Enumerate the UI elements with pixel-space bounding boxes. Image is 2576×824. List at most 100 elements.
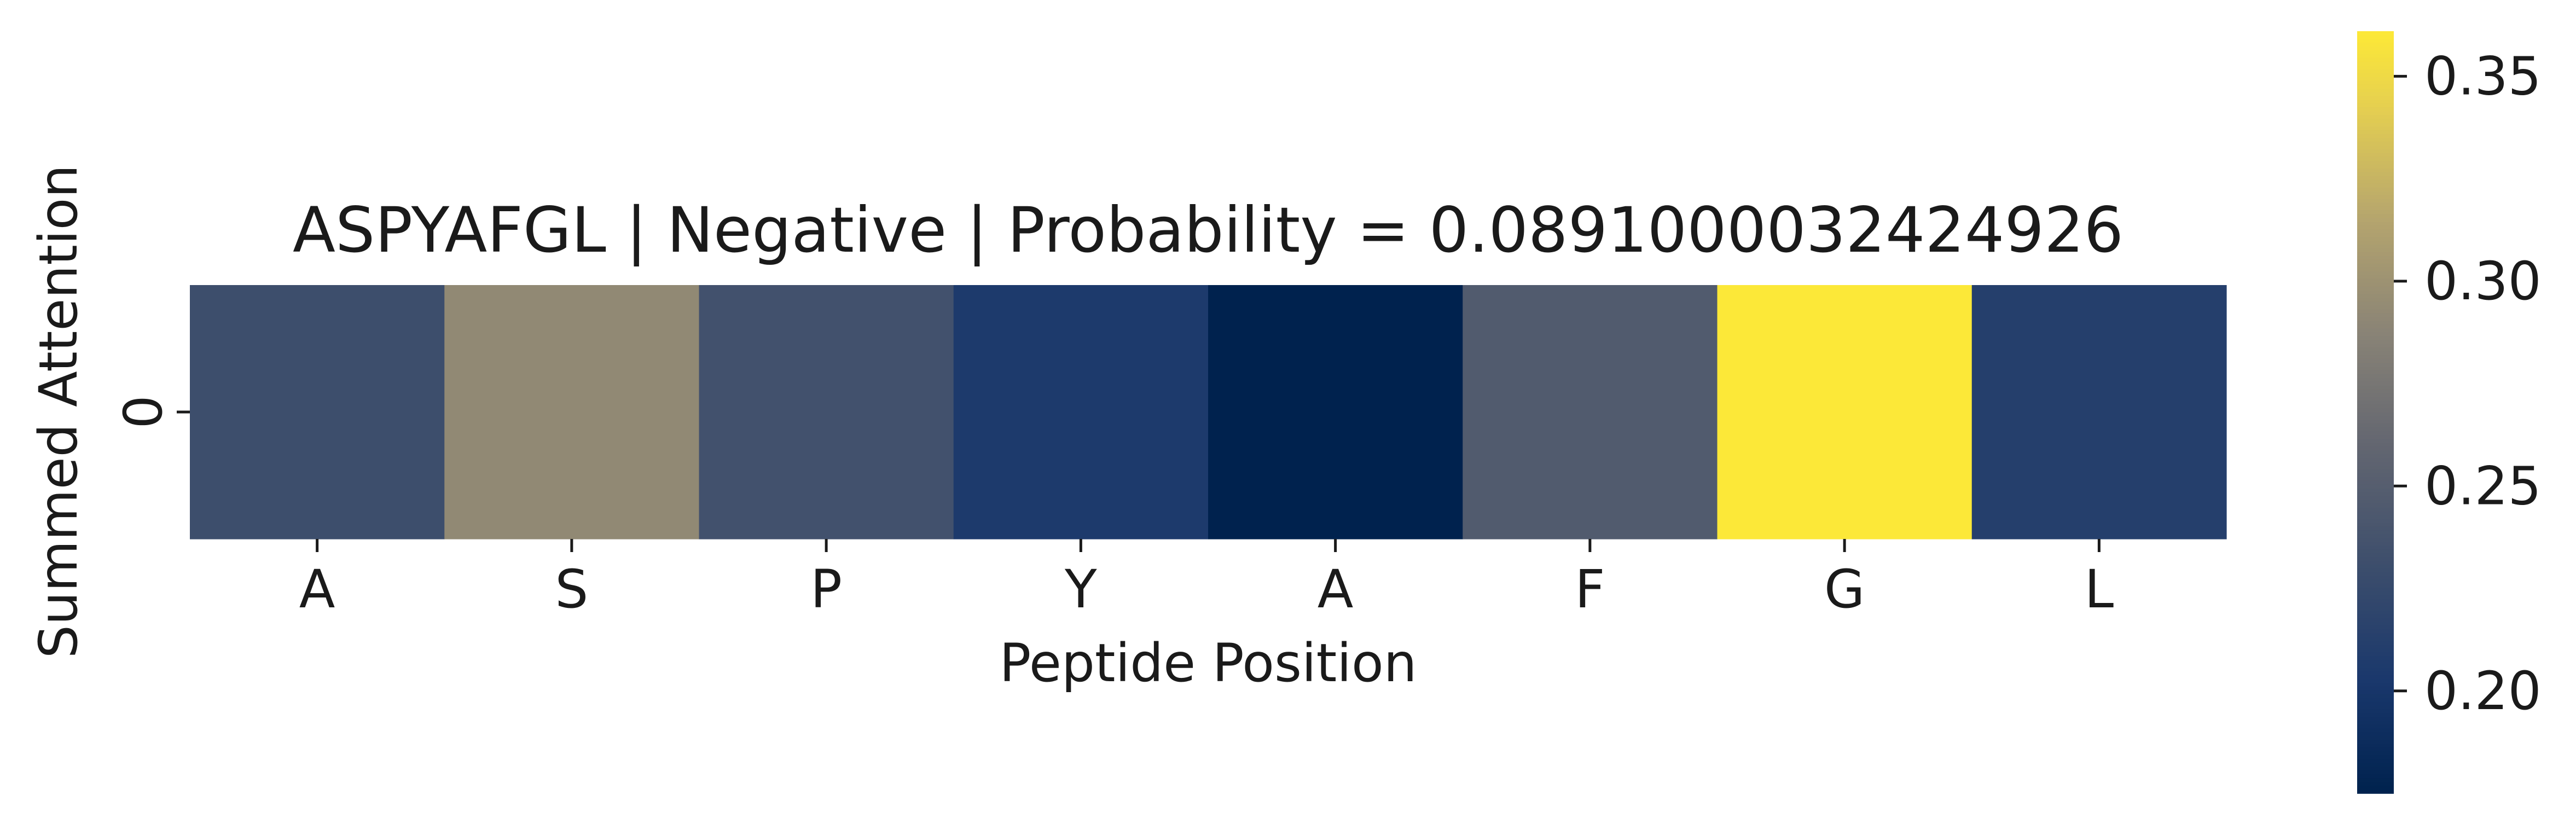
colorbar-segment	[2357, 469, 2394, 474]
colorbar-segment	[2357, 317, 2394, 322]
colorbar-segment	[2357, 111, 2394, 116]
heatmap-cell	[1208, 285, 1463, 539]
colorbar-segment	[2357, 751, 2394, 756]
colorbar-segment	[2357, 606, 2394, 611]
colorbar-segment	[2357, 73, 2394, 78]
colorbar-segment	[2357, 736, 2394, 741]
colorbar-segment	[2357, 530, 2394, 535]
colorbar-segment	[2357, 679, 2394, 683]
colorbar-segment	[2357, 602, 2394, 607]
colorbar-segment	[2357, 179, 2394, 184]
colorbar-segment	[2357, 229, 2394, 234]
y-axis-ticks: 0	[113, 395, 190, 429]
colorbar-segment	[2357, 583, 2394, 588]
colorbar-segment	[2357, 65, 2394, 70]
colorbar-segment	[2357, 774, 2394, 779]
colorbar-segment	[2357, 294, 2394, 299]
colorbar-segment	[2357, 648, 2394, 653]
colorbar-segment	[2357, 484, 2394, 489]
colorbar-segment	[2357, 500, 2394, 504]
colorbar-segment	[2357, 385, 2394, 390]
colorbar-segment	[2357, 565, 2394, 569]
colorbar-segment	[2357, 366, 2394, 371]
colorbar-segment	[2357, 454, 2394, 459]
heatmap-cell	[190, 285, 445, 539]
colorbar-segment	[2357, 744, 2394, 748]
colorbar-segment	[2357, 515, 2394, 520]
colorbar-segment	[2357, 298, 2394, 303]
colorbar-segment	[2357, 336, 2394, 340]
colorbar-segment	[2357, 149, 2394, 154]
colorbar-segment	[2357, 370, 2394, 375]
colorbar-segment	[2357, 237, 2394, 241]
colorbar-segment	[2357, 69, 2394, 74]
colorbar-segment	[2357, 141, 2394, 146]
colorbar-segment	[2357, 523, 2394, 527]
colorbar-segment	[2357, 126, 2394, 131]
colorbar-segment	[2357, 241, 2394, 245]
colorbar-segment	[2357, 176, 2394, 181]
colorbar-segment	[2357, 473, 2394, 478]
colorbar-segment	[2357, 599, 2394, 604]
colorbar-segment	[2357, 755, 2394, 760]
colorbar-segment	[2357, 412, 2394, 417]
colorbar-segment	[2357, 561, 2394, 565]
colorbar-segment	[2357, 587, 2394, 592]
colorbar-segment	[2357, 572, 2394, 577]
colorbar-segment	[2357, 496, 2394, 501]
heatmap-cell	[953, 285, 1209, 539]
colorbar-segment	[2357, 591, 2394, 596]
x-axis-label: Peptide Position	[999, 632, 1417, 694]
colorbar-segment	[2357, 622, 2394, 626]
colorbar-segment	[2357, 446, 2394, 451]
colorbar-segment	[2357, 381, 2394, 386]
colorbar-segment	[2357, 347, 2394, 352]
colorbar-segment	[2357, 191, 2394, 196]
colorbar-segment	[2357, 195, 2394, 200]
colorbar-segment	[2357, 675, 2394, 680]
colorbar-segment	[2357, 458, 2394, 462]
colorbar-segment	[2357, 31, 2394, 36]
colorbar-segment	[2357, 397, 2394, 402]
heatmap-cell	[444, 285, 700, 539]
colorbar-segment	[2357, 488, 2394, 493]
colorbar-segment	[2357, 389, 2394, 394]
colorbar-segment	[2357, 172, 2394, 177]
colorbar-segment	[2357, 290, 2394, 295]
colorbar-segment	[2357, 206, 2394, 211]
colorbar-segment	[2357, 123, 2394, 127]
colorbar-segment	[2357, 492, 2394, 497]
colorbar-segment	[2357, 328, 2394, 333]
colorbar-segment	[2357, 324, 2394, 329]
colorbar-segment	[2357, 480, 2394, 485]
colorbar-segment	[2357, 225, 2394, 230]
colorbar-segment	[2357, 408, 2394, 413]
colorbar-segment	[2357, 546, 2394, 550]
colorbar-segment	[2357, 344, 2394, 348]
colorbar-segment	[2357, 61, 2394, 66]
colorbar-segment	[2357, 576, 2394, 581]
colorbar-segment	[2357, 443, 2394, 447]
colorbar-segment	[2357, 358, 2394, 363]
colorbar-segment	[2357, 683, 2394, 687]
colorbar-segment	[2357, 115, 2394, 119]
x-tick-label: P	[810, 559, 842, 620]
colorbar-segment	[2357, 660, 2394, 664]
colorbar-segment	[2357, 351, 2394, 356]
colorbar-segment	[2357, 233, 2394, 237]
colorbar-segment	[2357, 103, 2394, 108]
heatmap-cell	[1971, 285, 2227, 539]
colorbar-segment	[2357, 686, 2394, 691]
colorbar-segment	[2357, 164, 2394, 169]
colorbar-segment	[2357, 701, 2394, 706]
colorbar-segment	[2357, 553, 2394, 558]
colorbar-segment	[2357, 420, 2394, 425]
colorbar-segment	[2357, 374, 2394, 379]
y-tick-label: 0	[113, 395, 174, 428]
colorbar-segment	[2357, 614, 2394, 619]
colorbar-tick-label: 0.30	[2424, 251, 2542, 312]
colorbar-segment	[2357, 450, 2394, 455]
colorbar-segment	[2357, 549, 2394, 554]
x-tick-label: S	[555, 559, 588, 620]
